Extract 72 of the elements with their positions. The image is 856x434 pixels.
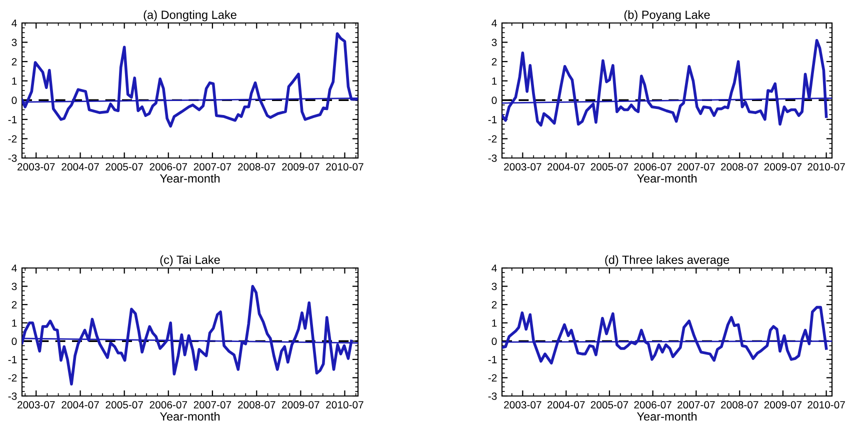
y-tick-label: 4 [12,264,17,272]
chart-title: (a) Dongting Lake [144,10,236,22]
x-tick-label: 2005-07 [590,163,628,171]
x-tick-label: 2005-07 [590,401,628,409]
chart-title: (d) Three lakes average [605,255,730,266]
y-tick-label: 0 [492,96,497,104]
x-tick-label: 2009-07 [282,401,320,409]
x-tick-label: 2008-07 [238,401,276,409]
y-tick-label: -3 [488,392,497,400]
y-tick-label: 4 [12,20,17,27]
y-tick-label: 1 [492,77,497,85]
x-tick-label: 2004-07 [548,401,585,409]
x-tick-label: 2007-07 [194,401,232,409]
y-tick-label: -2 [488,135,497,142]
x-tick-label: 2005-07 [106,163,143,171]
y-tick-label: 2 [492,58,497,66]
y-tick-label: -2 [8,374,17,382]
x-tick-label: 2008-07 [721,163,758,171]
y-tick-label: -2 [488,374,497,382]
y-tick-label: -1 [488,356,497,364]
x-tick-label: 2007-07 [194,163,232,171]
x-tick-label: 2005-07 [106,401,143,409]
y-tick-label: -1 [8,116,17,124]
x-axis-title: Year-month [636,412,697,421]
x-tick-label: 2008-07 [721,401,758,409]
x-tick-label: 2006-07 [634,401,672,409]
y-tick-label: 0 [12,96,17,104]
x-tick-label: 2003-07 [18,401,55,409]
y-tick-label: -1 [488,116,497,124]
y-tick-label: 1 [12,77,17,85]
x-tick-label: 2006-07 [150,163,187,171]
chart-title: (b) Poyang Lake [624,10,710,22]
y-tick-label: 0 [492,338,497,346]
x-axis-title: Year-month [636,174,697,183]
y-tick-label: -1 [8,356,17,364]
x-tick-label: 2003-07 [18,163,55,171]
y-tick-label: 3 [492,282,497,290]
x-tick-label: 2003-07 [504,163,542,171]
x-tick-label: 2003-07 [504,401,542,409]
x-tick-label: 2010-07 [808,401,845,409]
y-tick-label: -3 [8,392,17,400]
x-tick-label: 2006-07 [150,401,187,409]
x-axis-title: Year-month [160,412,220,421]
x-tick-label: 2007-07 [678,163,715,171]
x-tick-label: 2010-07 [326,401,364,409]
x-tick-label: 2009-07 [282,163,320,171]
x-tick-label: 2007-07 [678,401,715,409]
x-tick-label: 2006-07 [634,163,672,171]
x-tick-label: 2004-07 [548,163,585,171]
x-tick-label: 2008-07 [238,163,276,171]
y-tick-label: 2 [12,58,17,66]
y-tick-label: 3 [12,282,17,290]
y-tick-label: 1 [12,319,17,327]
x-tick-label: 2004-07 [62,163,99,171]
y-tick-label: 3 [492,38,497,46]
x-tick-label: 2010-07 [326,163,364,171]
y-tick-label: 1 [492,319,497,327]
y-tick-label: -3 [488,154,497,162]
y-tick-label: 0 [12,338,17,346]
y-tick-label: 4 [492,20,497,27]
chart-title: (c) Tai Lake [160,255,220,266]
y-tick-label: 3 [12,38,17,46]
x-tick-label: 2004-07 [62,401,99,409]
x-axis-title: Year-month [160,174,220,183]
x-tick-label: 2010-07 [808,163,845,171]
x-tick-label: 2009-07 [764,401,802,409]
y-tick-label: 2 [12,301,17,308]
x-tick-label: 2009-07 [764,163,802,171]
y-tick-label: -3 [8,154,17,162]
y-tick-label: -2 [8,135,17,142]
y-tick-label: 2 [492,301,497,308]
y-tick-label: 4 [492,264,497,272]
